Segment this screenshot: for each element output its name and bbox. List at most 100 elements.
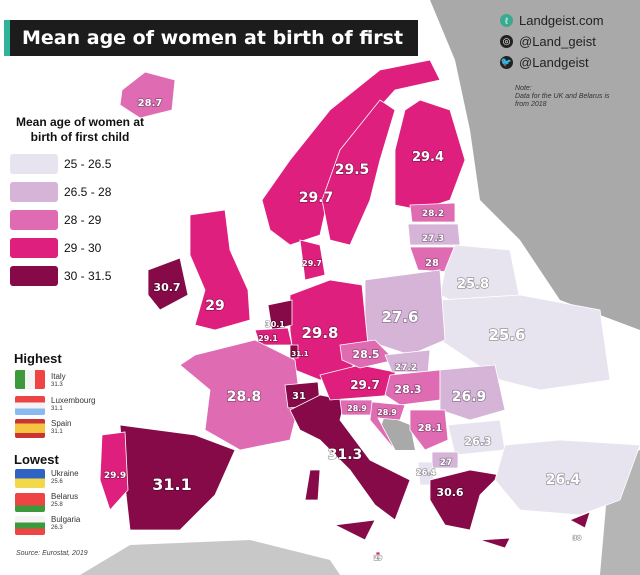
value-label-italy: 31.3 (328, 447, 363, 463)
value-label-united-kingdom: 29 (205, 298, 224, 314)
value-label-germany: 29.8 (301, 324, 338, 342)
legend-bin: 30 - 31.5 (10, 263, 150, 288)
instagram-link[interactable]: ◎ @Land_geist (500, 31, 604, 52)
value-label-lithuania: 28 (425, 258, 439, 269)
legend: Mean age of women at birth of first chil… (10, 115, 150, 291)
instagram-text: @Land_geist (519, 34, 596, 49)
no-data-land (80, 0, 640, 575)
highest-1: Italy 31.3 (51, 372, 66, 389)
value-label-slovenia: 28.9 (347, 404, 367, 413)
value-label-ukraine: 25.6 (488, 326, 525, 344)
country-luxembourg (289, 344, 299, 359)
country-netherlands (267, 299, 293, 331)
italy-flag-icon (15, 370, 45, 389)
north-africa-region (80, 540, 340, 575)
legend-bin-label: 26.5 - 28 (64, 184, 112, 199)
luxembourg-flag-icon (15, 396, 45, 415)
legend-bin: 28 - 29 (10, 207, 150, 232)
legend-swatch (10, 237, 58, 258)
value-label-finland: 29.4 (412, 150, 444, 165)
legend-bin-label: 29 - 30 (64, 240, 102, 255)
spain-flag-icon (15, 419, 45, 438)
landgeist-logo-icon: ℓ (500, 14, 513, 27)
value-label-spain: 31.1 (152, 475, 191, 494)
country-estonia (409, 202, 456, 223)
legend-swatch (10, 265, 58, 286)
value-label-denmark: 29.7 (302, 259, 322, 268)
twitter-icon: 🐦 (500, 56, 513, 69)
legend-title: Mean age of women at birth of first chil… (15, 115, 145, 144)
note-heading: Note: (515, 85, 532, 92)
value-label-austria: 29.7 (350, 378, 380, 392)
lowest-1: Ukraine 25.6 (51, 469, 79, 486)
legend-swatch (10, 209, 58, 230)
belarus-flag-icon (15, 493, 45, 512)
value-label-slovakia: 27.2 (395, 363, 417, 373)
country-united-kingdom (189, 209, 251, 331)
legend-bin-label: 28 - 29 (64, 212, 102, 227)
ukraine-flag-icon (15, 469, 45, 488)
value-label-belarus: 25.8 (457, 277, 489, 292)
value-label-iceland: 28.7 (138, 98, 163, 109)
legend-swatch (10, 153, 58, 174)
country-portugal (99, 431, 129, 511)
twitter-link[interactable]: 🐦 @Landgeist (500, 52, 604, 73)
website-text: Landgeist.com (519, 13, 604, 28)
value-label-hungary: 28.3 (394, 383, 421, 396)
lowest-2: Belarus 25.8 (51, 492, 79, 509)
value-label-cyprus: 30 (573, 535, 581, 542)
country-malta (375, 551, 381, 556)
website-link[interactable]: ℓ Landgeist.com (500, 10, 604, 31)
lowest-3: Bulgaria 26.3 (51, 515, 81, 532)
value-label-north-macedonia: 27 (440, 458, 453, 468)
branding: ℓ Landgeist.com ◎ @Land_geist 🐦 @Landgeist (500, 10, 604, 73)
legend-bin: 25 - 26.5 (10, 151, 150, 176)
value-label-belgium: 29.1 (258, 334, 278, 343)
value-label-switzerland: 31 (292, 391, 306, 402)
value-label-serbia: 28.1 (418, 423, 443, 434)
country-latvia (407, 223, 461, 246)
value-label-portugal: 29.9 (104, 471, 126, 481)
legend-swatch (10, 181, 58, 202)
note-text: Data for the UK and Belarus is from 2018 (515, 93, 610, 108)
legend-bin: 29 - 30 (10, 235, 150, 260)
country-cyprus (569, 511, 591, 529)
source-text: Source: Eurostat, 2019 (16, 550, 88, 557)
highest-2: Luxembourg 31.1 (51, 396, 96, 413)
value-label-sweden: 29.5 (335, 162, 370, 178)
country-hungary (384, 369, 441, 406)
value-label-france: 28.8 (227, 389, 262, 405)
russia-region (430, 0, 640, 330)
value-label-albania: 26.4 (416, 468, 436, 477)
country-sweden (321, 99, 396, 246)
highest-heading: Highest (14, 351, 62, 366)
value-label-czechia: 28.5 (352, 348, 379, 361)
country-serbia (409, 409, 449, 451)
country-ireland (147, 257, 189, 311)
value-label-turkey: 26.4 (546, 472, 581, 488)
country-romania (439, 364, 506, 421)
country-denmark (299, 239, 326, 281)
value-label-poland: 27.6 (381, 308, 418, 326)
country-czechia (339, 339, 396, 369)
country-iceland (119, 71, 176, 119)
value-label-greece: 30.6 (436, 486, 463, 499)
value-label-latvia: 27.3 (422, 234, 444, 244)
country-norway (261, 59, 441, 246)
legend-bin-label: 25 - 26.5 (64, 156, 112, 171)
value-label-croatia: 28.9 (377, 408, 397, 417)
country-croatia (369, 401, 406, 451)
note: Note: Data for the UK and Belarus is from… (515, 85, 615, 109)
value-label-bulgaria: 26.3 (464, 435, 491, 448)
map-title: Mean age of women at birth of first chil… (4, 20, 418, 85)
legend-bin: 26.5 - 28 (10, 179, 150, 204)
bulgaria-flag-icon (15, 516, 45, 535)
legend-bin-label: 30 - 31.5 (64, 268, 112, 283)
country-france (179, 339, 301, 451)
highest-3: Spain 31.1 (51, 419, 72, 436)
twitter-text: @Landgeist (519, 55, 589, 70)
value-label-luxembourg: 31.1 (291, 350, 308, 358)
country-turkey (494, 439, 640, 516)
country-greece (429, 469, 511, 549)
